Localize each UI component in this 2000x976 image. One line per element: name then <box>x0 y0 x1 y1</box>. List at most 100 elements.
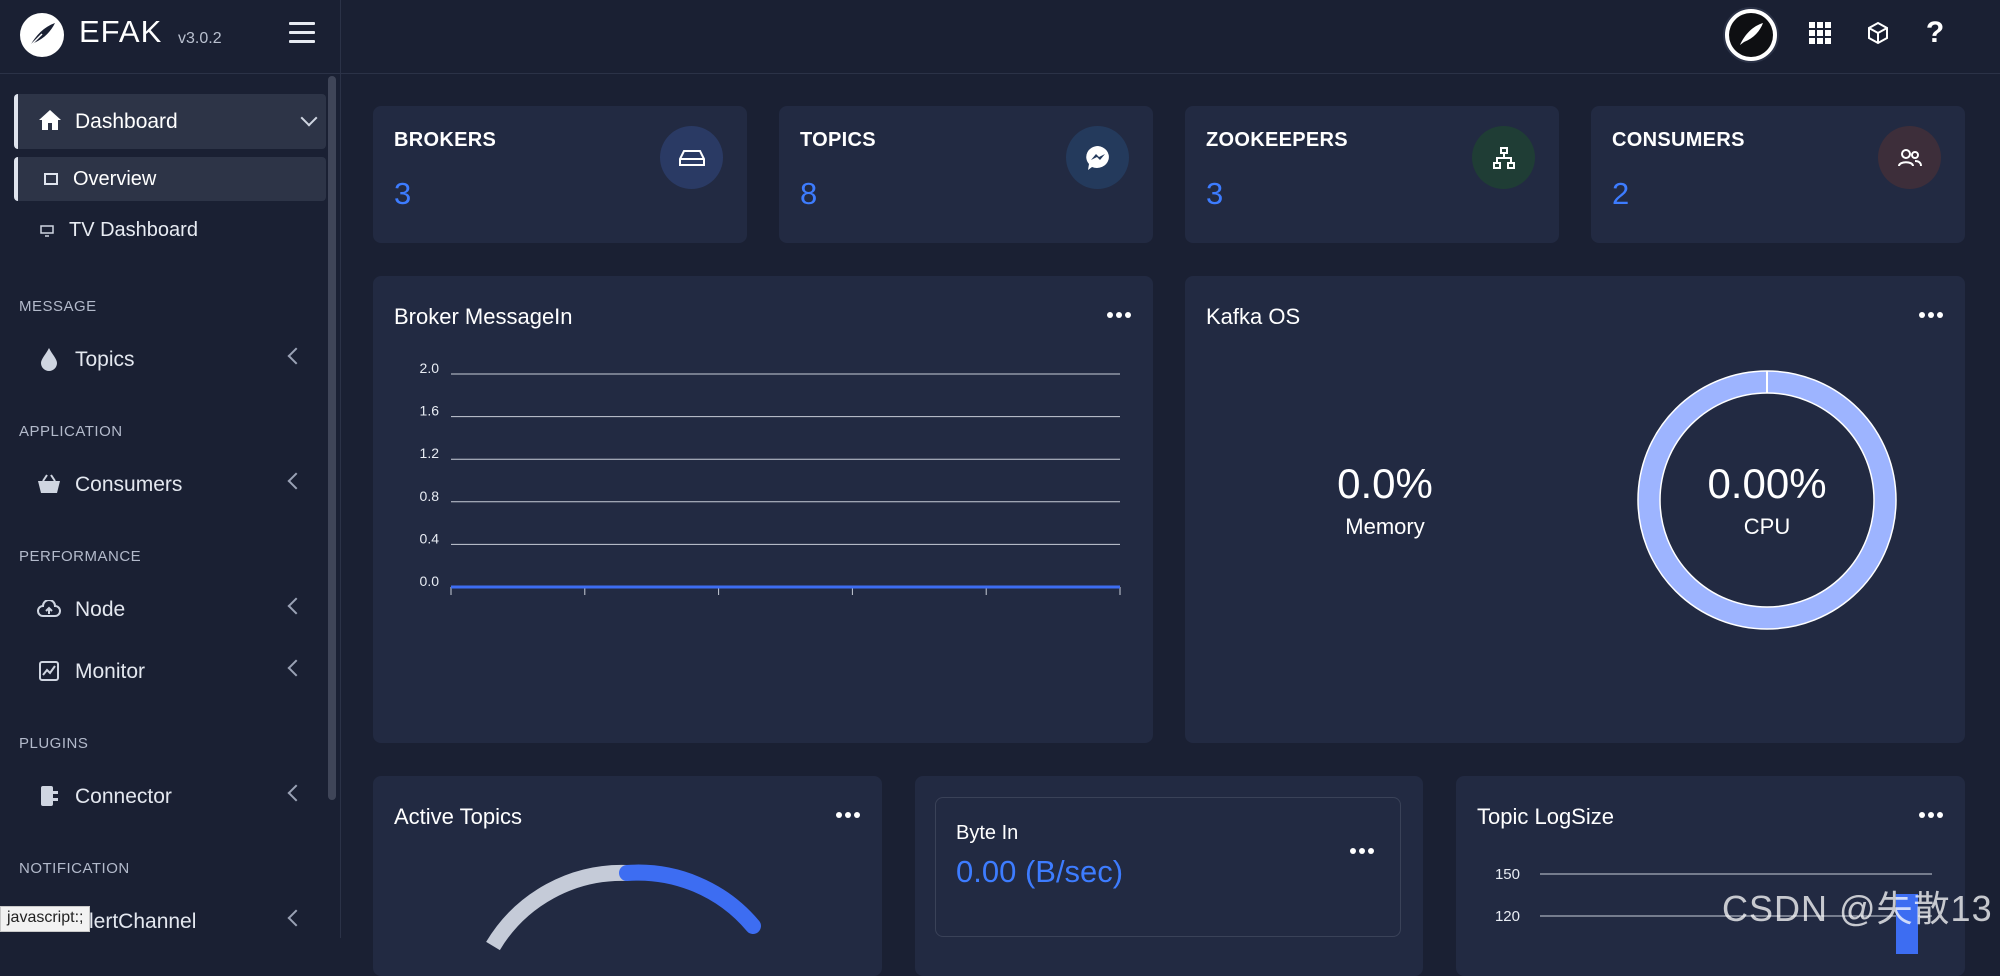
grid-icon[interactable] <box>1804 17 1836 49</box>
basket-icon <box>36 471 62 497</box>
sidebar: Dashboard Overview TV Dashboard MESSAGE … <box>0 74 341 938</box>
more-options-icon[interactable] <box>1919 312 1943 318</box>
square-icon <box>44 173 58 185</box>
more-options-icon[interactable] <box>1919 812 1943 818</box>
cloud-upload-icon <box>36 596 62 622</box>
section-header-application: APPLICATION <box>19 423 123 440</box>
section-header-plugins: PLUGINS <box>19 735 89 752</box>
card-title: Topic LogSize <box>1477 804 1614 829</box>
chevron-left-icon <box>287 784 305 802</box>
sidebar-item-node[interactable]: Node <box>14 584 326 634</box>
drop-icon <box>36 346 62 372</box>
stat-value: 3 <box>394 176 412 211</box>
y-tick-label: 0.4 <box>420 530 440 546</box>
sidebar-item-label: Connector <box>75 785 172 808</box>
help-icon[interactable]: ? <box>1919 16 1951 49</box>
cpu-ring-chart <box>1637 370 1897 630</box>
chevron-left-icon <box>287 597 305 615</box>
sidebar-item-label: Overview <box>73 168 157 190</box>
topic-logsize-chart: 150 120 <box>1495 866 1932 954</box>
topic-logsize-card: Topic LogSize 150 120 <box>1456 776 1965 976</box>
sidebar-item-label: Consumers <box>75 473 183 496</box>
sitemap-icon <box>1472 126 1535 189</box>
watermark: CSDN @失散13 <box>1722 888 1993 929</box>
more-options-icon[interactable] <box>1107 312 1131 318</box>
more-options-icon[interactable] <box>836 812 860 818</box>
sidebar-item-consumers[interactable]: Consumers <box>14 459 326 509</box>
y-tick-label: 150 <box>1495 866 1520 883</box>
monitor-icon <box>40 224 54 242</box>
sidebar-item-label: AlertChannel <box>75 910 197 933</box>
stat-title: ZOOKEEPERS <box>1206 129 1348 151</box>
top-bar: EFAK v3.0.2 ? <box>0 0 2000 74</box>
active-topics-card: Active Topics <box>373 776 882 976</box>
kafka-os-card: Kafka OS 0.0% Memory 0.00% CPU <box>1185 276 1965 743</box>
cpu-value: 0.00% <box>1707 460 1827 507</box>
byte-in-card: Byte In 0.00 (B/sec) <box>915 776 1423 976</box>
y-tick-label: 1.2 <box>420 445 440 461</box>
sidebar-scrollbar[interactable] <box>328 76 336 800</box>
sidebar-item-topics[interactable]: Topics <box>14 334 326 384</box>
y-tick-label: 0.0 <box>420 573 440 589</box>
card-title: Active Topics <box>394 804 522 829</box>
y-tick-label: 2.0 <box>420 360 440 376</box>
byte-in-value: 0.00 (B/sec) <box>956 854 1124 889</box>
sidebar-item-connector[interactable]: Connector <box>14 771 326 821</box>
brand-version: v3.0.2 <box>178 30 222 47</box>
y-tick-label: 120 <box>1495 908 1520 925</box>
stat-card-consumers: CONSUMERS 2 <box>1591 106 1965 243</box>
stat-card-brokers: BROKERS 3 <box>373 106 747 243</box>
chevron-left-icon <box>287 347 305 365</box>
stat-title: CONSUMERS <box>1612 129 1745 151</box>
stat-card-topics: TOPICS 8 <box>779 106 1153 243</box>
card-title: Kafka OS <box>1206 304 1301 329</box>
sidebar-item-label: Monitor <box>75 660 146 683</box>
cpu-label: CPU <box>1743 514 1791 539</box>
card-title: Broker MessageIn <box>394 304 573 329</box>
sidebar-item-label: TV Dashboard <box>69 219 198 241</box>
memory-value: 0.0% <box>1337 460 1433 507</box>
sidebar-item-label: Node <box>75 598 126 621</box>
chevron-left-icon <box>287 472 305 490</box>
menu-toggle-icon[interactable] <box>289 22 315 44</box>
help-label: ? <box>1925 16 1945 49</box>
chevron-left-icon <box>287 659 305 677</box>
brand-name: EFAK <box>79 14 163 49</box>
stat-title: BROKERS <box>394 129 497 151</box>
section-header-performance: PERFORMANCE <box>19 548 142 565</box>
y-tick-label: 0.8 <box>420 488 440 504</box>
stat-value: 3 <box>1206 176 1224 211</box>
y-tick-label: 1.6 <box>420 403 440 419</box>
stat-title: TOPICS <box>800 129 876 151</box>
cube-icon[interactable] <box>1862 17 1894 49</box>
sidebar-item-overview[interactable]: Overview <box>14 157 326 201</box>
users-icon <box>1878 126 1941 189</box>
stat-value: 8 <box>800 176 818 211</box>
sidebar-item-label: Topics <box>75 348 135 371</box>
broker-messagein-card: Broker MessageIn 2.0 1.6 1.2 0.8 0.4 0.0 <box>373 276 1153 743</box>
efak-logo-icon[interactable] <box>20 13 64 57</box>
chart-box-icon <box>36 658 62 684</box>
memory-label: Memory <box>1345 514 1425 539</box>
section-header-message: MESSAGE <box>19 298 97 315</box>
byte-in-panel: Byte In 0.00 (B/sec) <box>935 797 1401 937</box>
user-avatar[interactable] <box>1723 7 1779 63</box>
sidebar-item-monitor[interactable]: Monitor <box>14 646 326 696</box>
connector-icon <box>36 783 62 809</box>
broker-messagein-chart: 2.0 1.6 1.2 0.8 0.4 0.0 <box>420 360 1121 595</box>
sidebar-item-label: Dashboard <box>75 110 178 133</box>
active-topics-gauge <box>486 864 761 951</box>
more-options-icon[interactable] <box>1350 848 1374 854</box>
home-icon <box>38 109 62 136</box>
stat-card-zookeepers: ZOOKEEPERS 3 <box>1185 106 1559 243</box>
sidebar-item-tv-dashboard[interactable]: TV Dashboard <box>14 208 326 252</box>
hard-drive-icon <box>660 126 723 189</box>
brand: EFAK v3.0.2 <box>0 0 341 73</box>
chevron-down-icon <box>300 109 318 127</box>
sidebar-item-dashboard[interactable]: Dashboard <box>14 94 326 149</box>
chevron-left-icon <box>287 909 305 927</box>
section-header-notification: NOTIFICATION <box>19 860 130 877</box>
byte-in-title: Byte In <box>956 822 1019 844</box>
status-bar-tooltip: javascript:; <box>0 906 91 932</box>
stat-value: 2 <box>1612 176 1630 211</box>
